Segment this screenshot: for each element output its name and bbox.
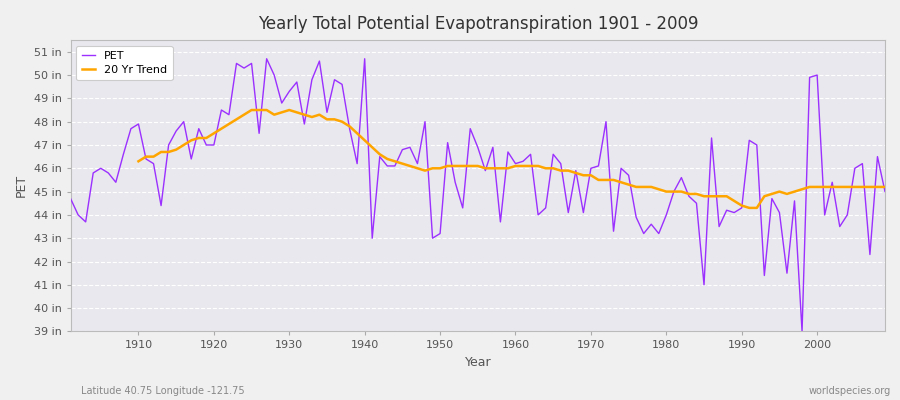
20 Yr Trend <box>247 108 257 112</box>
PET <box>344 126 355 131</box>
PET <box>261 56 272 61</box>
20 Yr Trend <box>857 184 868 189</box>
Text: worldspecies.org: worldspecies.org <box>809 386 891 396</box>
Line: PET: PET <box>70 59 885 332</box>
Line: 20 Yr Trend: 20 Yr Trend <box>139 110 885 208</box>
PET <box>879 189 890 194</box>
Text: Latitude 40.75 Longitude -121.75: Latitude 40.75 Longitude -121.75 <box>81 386 245 396</box>
20 Yr Trend <box>284 108 294 112</box>
20 Yr Trend <box>586 173 597 178</box>
20 Yr Trend <box>526 164 536 168</box>
Legend: PET, 20 Yr Trend: PET, 20 Yr Trend <box>76 46 173 80</box>
PET <box>125 126 136 131</box>
20 Yr Trend <box>744 206 755 210</box>
PET <box>608 229 619 234</box>
20 Yr Trend <box>834 184 845 189</box>
X-axis label: Year: Year <box>464 356 491 369</box>
PET <box>518 159 528 164</box>
20 Yr Trend <box>879 184 890 189</box>
20 Yr Trend <box>133 159 144 164</box>
20 Yr Trend <box>314 112 325 117</box>
Y-axis label: PET: PET <box>15 174 28 197</box>
PET <box>510 161 521 166</box>
PET <box>299 122 310 126</box>
Title: Yearly Total Potential Evapotranspiration 1901 - 2009: Yearly Total Potential Evapotranspiratio… <box>257 15 698 33</box>
PET <box>796 329 807 334</box>
PET <box>65 196 76 201</box>
